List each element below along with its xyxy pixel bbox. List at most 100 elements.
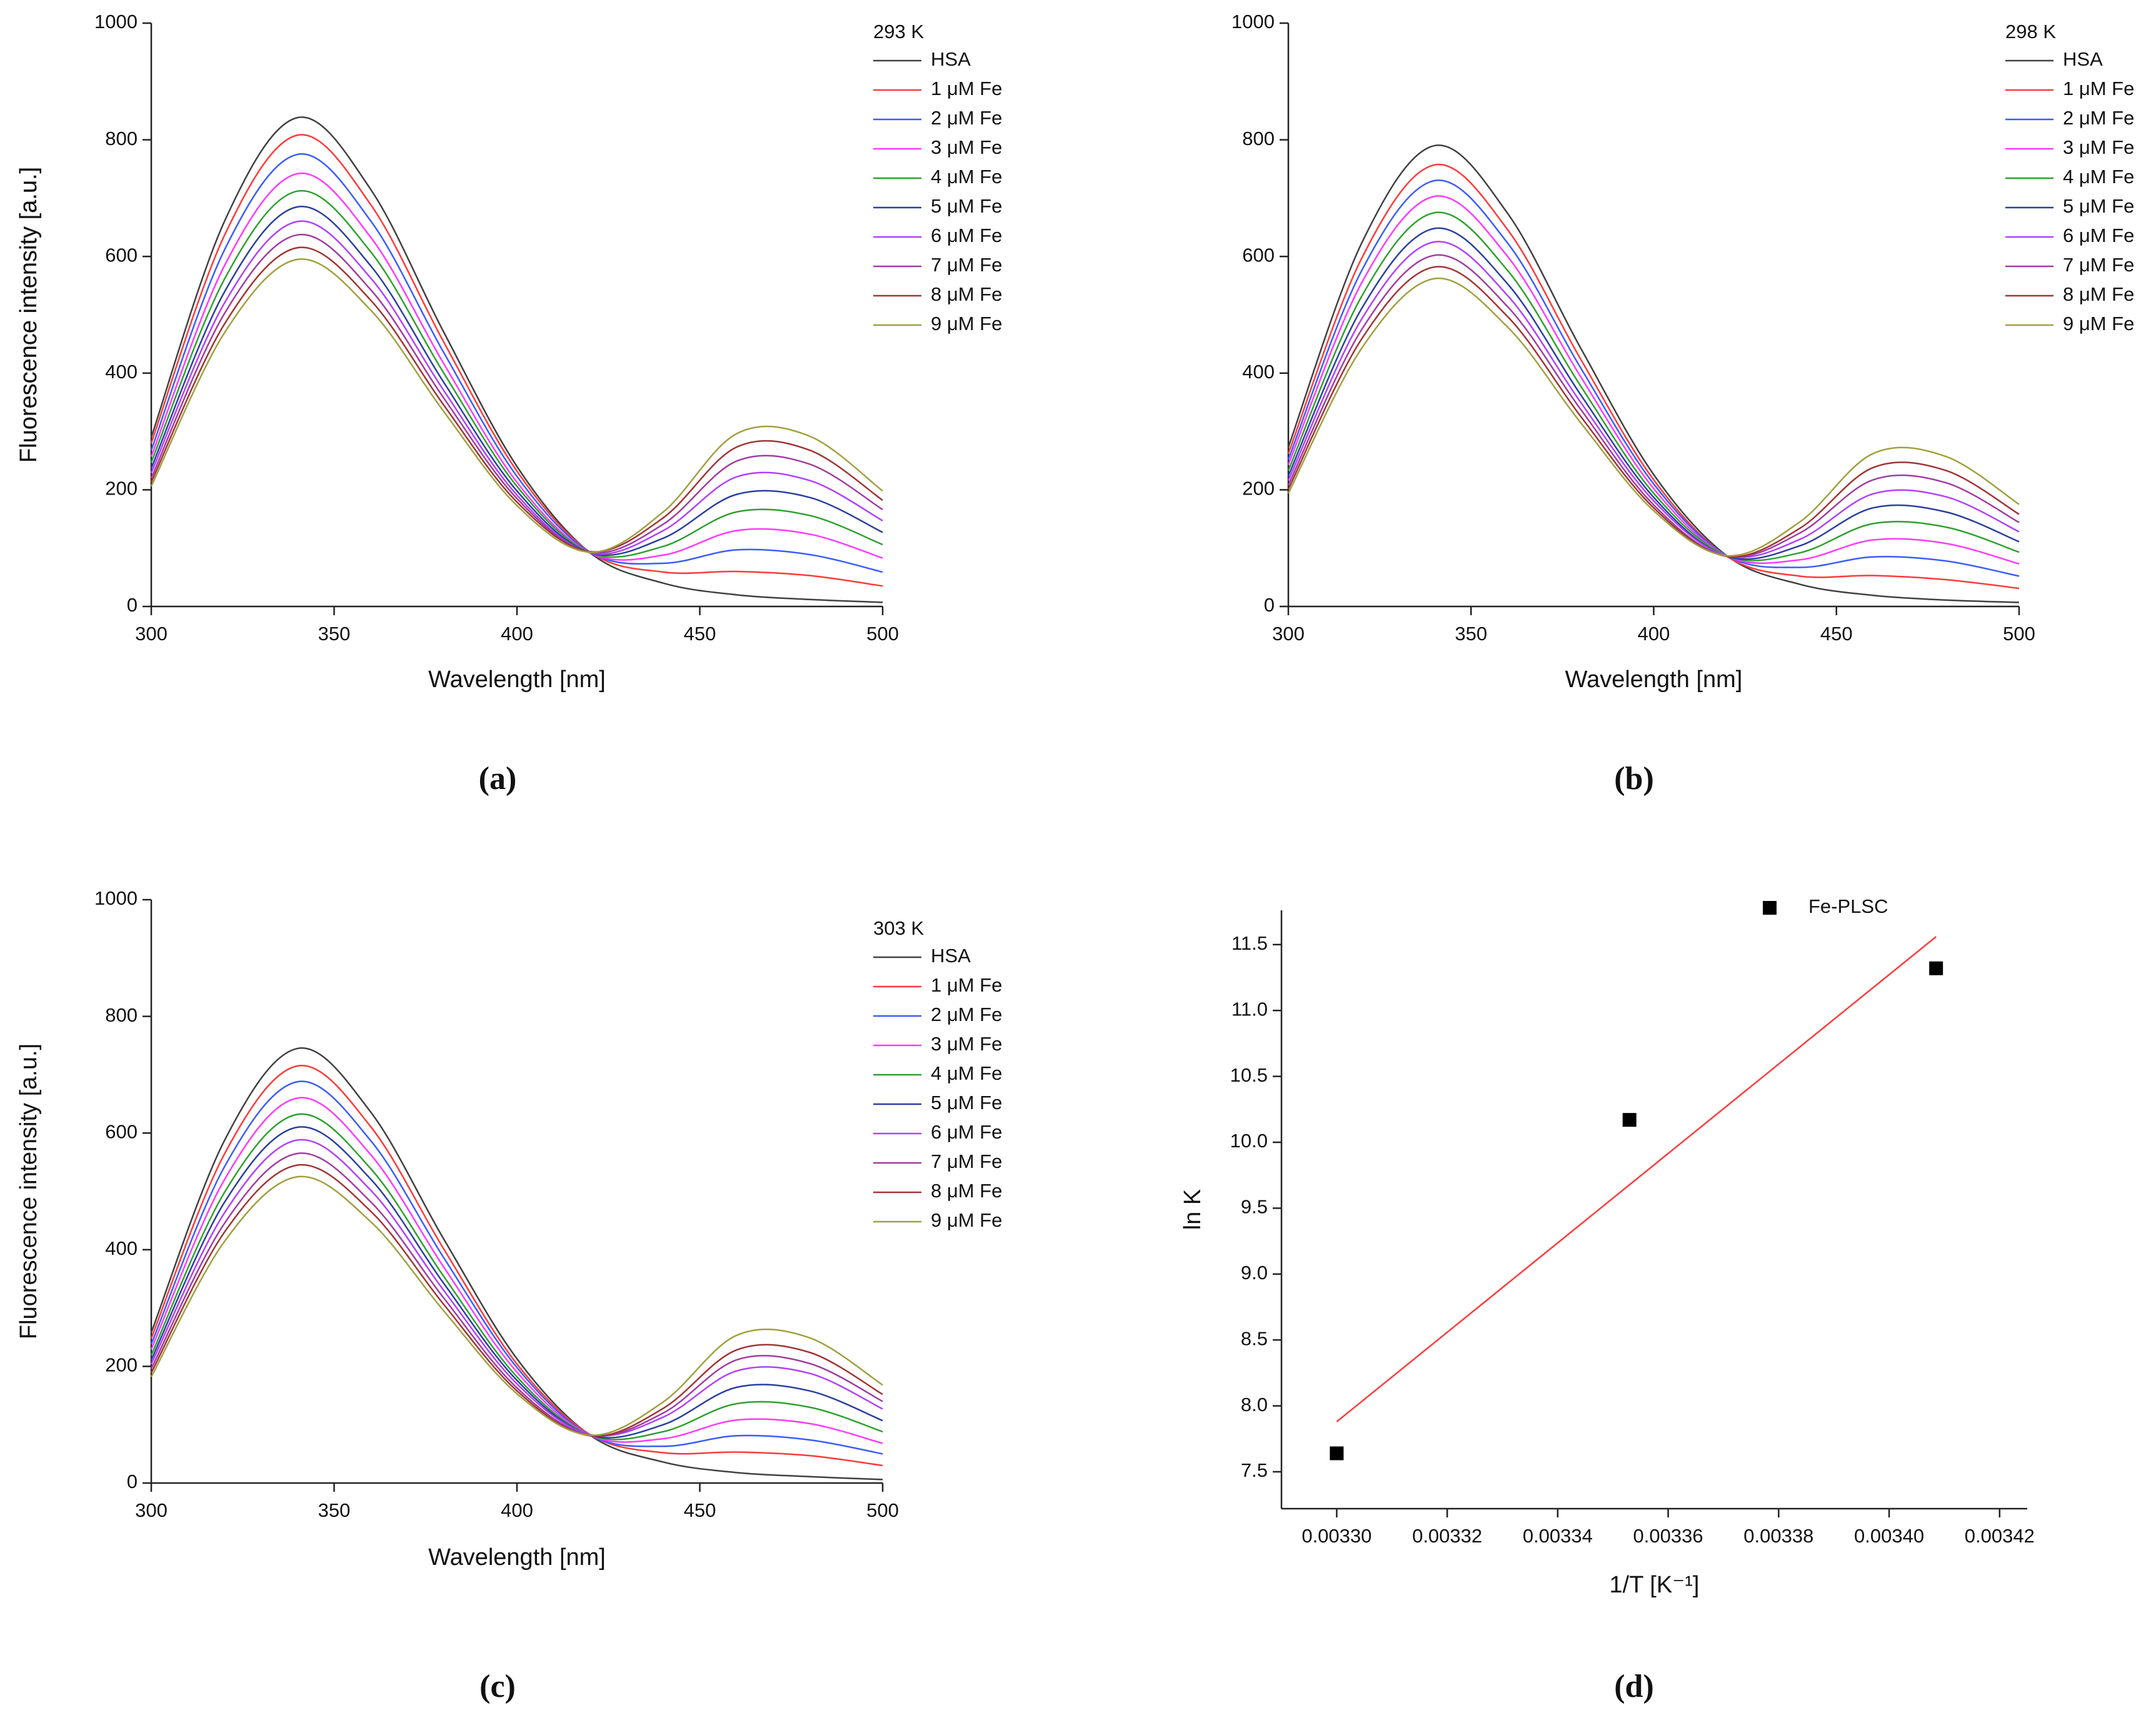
x-tick-label: 0.00332	[1412, 1525, 1482, 1547]
y-tick-label: 10.5	[1230, 1064, 1268, 1086]
legend-label: 3 μM Fe	[931, 136, 1002, 158]
y-tick-label: 8.5	[1241, 1327, 1268, 1349]
series-line	[150, 116, 883, 603]
x-axis-label: Wavelength [nm]	[1565, 666, 1743, 693]
y-tick-label: 9.5	[1241, 1196, 1268, 1218]
panel: 300 350 400 450 500 0 200 400 600 800 1000 Waveleng…	[16, 887, 1002, 1704]
scatter-point	[1622, 1113, 1637, 1127]
x-tick-label: 0.00336	[1633, 1525, 1703, 1547]
series-line	[150, 189, 883, 558]
legend-label: 1 μM Fe	[931, 974, 1002, 996]
panel-label: (b)	[1614, 761, 1654, 797]
legend-label: 8 μM Fe	[2063, 283, 2134, 305]
series-line	[150, 1080, 883, 1455]
legend-label: 9 μM Fe	[931, 313, 1002, 334]
y-tick-label: 8.0	[1241, 1394, 1268, 1416]
legend-label: 7 μM Fe	[931, 254, 1002, 276]
series-line	[1287, 211, 2020, 561]
series-line	[150, 1175, 883, 1436]
y-tick-label: 200	[1242, 478, 1275, 500]
legend-label: 8 μM Fe	[931, 1180, 1002, 1202]
legend-label: HSA	[2063, 48, 2103, 70]
legend-label: 9 μM Fe	[931, 1209, 1002, 1231]
legend-title: 293 K	[873, 21, 924, 43]
y-axis-label: Fluorescence intensity [a.u.]	[16, 1044, 42, 1339]
x-tick-label: 0.00342	[1965, 1525, 2035, 1547]
legend-label: HSA	[931, 48, 971, 70]
x-tick-label: 450	[684, 623, 716, 645]
scatter-point	[1929, 961, 1943, 975]
series-line	[150, 258, 883, 553]
y-tick-label: 10.0	[1230, 1130, 1268, 1152]
y-axis-label: ln K	[1180, 1189, 1206, 1230]
legend-label: Fe-PLSC	[1808, 895, 1888, 917]
series-line	[1287, 195, 2020, 565]
y-tick-label: 800	[105, 1004, 138, 1026]
panel: 0.00330 0.00332 0.00334 0.00336 0.00338 0.003…	[1180, 895, 2035, 1704]
x-tick-label: 300	[1272, 623, 1305, 645]
legend-title: 298 K	[2005, 21, 2056, 43]
y-tick-label: 400	[1242, 361, 1275, 383]
legend-label: 4 μM Fe	[2063, 166, 2134, 188]
panel-label: (c)	[479, 1669, 516, 1704]
series-line	[1287, 241, 2020, 558]
series-line	[150, 220, 883, 555]
series-line	[150, 172, 883, 561]
panel-label: (a)	[479, 761, 517, 797]
y-tick-label: 0	[127, 1471, 138, 1492]
legend-label: 5 μM Fe	[931, 1092, 1002, 1114]
series-line	[150, 134, 883, 587]
series-line	[150, 1113, 883, 1441]
series-line	[1287, 163, 2020, 590]
legend-label: 5 μM Fe	[931, 195, 1002, 217]
x-tick-label: 300	[135, 1499, 168, 1521]
scatter-point	[1330, 1446, 1344, 1461]
legend-label: 2 μM Fe	[931, 107, 1002, 129]
x-tick-label: 500	[866, 623, 899, 645]
x-tick-label: 0.00340	[1854, 1525, 1924, 1547]
series-line	[150, 1097, 883, 1444]
legend-label: 4 μM Fe	[931, 166, 1002, 188]
legend-label: 1 μM Fe	[931, 78, 1002, 99]
panel-label: (d)	[1614, 1669, 1654, 1704]
legend-label: 1 μM Fe	[2063, 78, 2134, 99]
series-line	[150, 1139, 883, 1437]
x-tick-label: 400	[501, 623, 533, 645]
y-axis-label: Fluorescence intensity [a.u.]	[16, 167, 42, 463]
y-axis-label: Fluorescence intensity [a.u.]	[16, 167, 42, 463]
x-tick-label: 350	[1455, 623, 1487, 645]
x-tick-label: 500	[2003, 623, 2035, 645]
x-tick-label: 350	[318, 623, 351, 645]
series-line	[150, 233, 883, 554]
series-line	[1287, 179, 2020, 577]
series-line	[150, 153, 883, 573]
y-tick-label: 0	[127, 594, 138, 616]
legend-label: 2 μM Fe	[2063, 107, 2134, 129]
y-tick-label: 200	[105, 478, 138, 500]
y-tick-label: 7.5	[1241, 1459, 1268, 1481]
series-line	[1287, 227, 2020, 560]
x-tick-label: 300	[135, 623, 168, 645]
series-line	[1287, 277, 2020, 557]
legend-label: 3 μM Fe	[931, 1033, 1002, 1055]
series-line	[150, 1152, 883, 1437]
panel: 300 350 400 450 500 0 200 400 600 800 1000 Waveleng…	[16, 11, 1002, 797]
x-tick-label: 0.00338	[1743, 1525, 1813, 1547]
legend-label: 8 μM Fe	[931, 283, 1002, 305]
legend-title: 303 K	[873, 917, 924, 939]
legend-label: 7 μM Fe	[2063, 254, 2134, 276]
y-tick-label: 9.0	[1241, 1262, 1268, 1284]
series-line	[150, 206, 883, 556]
y-tick-label: 1000	[1231, 11, 1275, 33]
y-tick-label: 600	[1242, 244, 1275, 266]
y-tick-label: 1000	[94, 11, 138, 33]
y-tick-label: 11.5	[1231, 932, 1268, 954]
legend-label: 7 μM Fe	[931, 1150, 1002, 1172]
x-tick-label: 400	[501, 1499, 533, 1521]
series-line	[150, 246, 883, 553]
legend-label: 3 μM Fe	[2063, 136, 2134, 158]
y-tick-label: 200	[105, 1354, 138, 1376]
y-tick-label: 11.0	[1231, 998, 1268, 1020]
x-tick-label: 400	[1638, 623, 1670, 645]
